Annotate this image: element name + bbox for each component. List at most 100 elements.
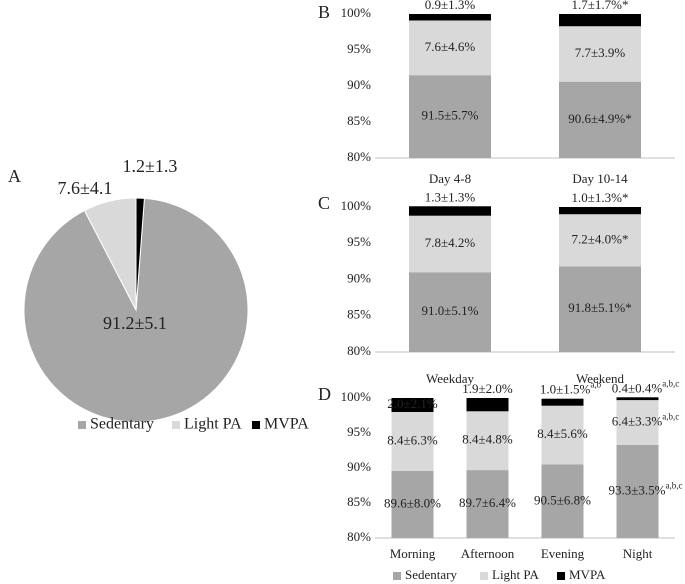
bar-segment (616, 397, 659, 401)
panel-label: C (318, 193, 330, 213)
value-label-text: 0.9±1.3% (425, 0, 476, 12)
value-label-text: 91.8±5.1%* (568, 300, 631, 315)
bar-segment (409, 14, 491, 21)
value-label-text: 7.2±4.0%* (572, 231, 629, 246)
slice-label: 91.2±5.1 (103, 313, 167, 333)
bar-segment (409, 75, 491, 158)
y-tick-label: 80% (347, 343, 371, 358)
legend-swatch (393, 572, 401, 580)
bar-segment (391, 470, 434, 538)
y-tick-label: 90% (347, 270, 371, 285)
legend-swatch (480, 572, 488, 580)
x-tick-label: Weekend (576, 371, 625, 386)
slice-label: 7.6±4.1 (58, 178, 113, 198)
y-tick-label: 95% (347, 41, 371, 56)
x-tick-label: Day 10-14 (572, 171, 628, 186)
y-tick-label: 100% (341, 198, 372, 213)
value-label: 1.0±1.5%a,b (540, 380, 602, 397)
y-tick-label: 85% (347, 307, 371, 322)
value-label: 0.9±1.3% (425, 0, 476, 12)
x-tick-label: Evening (541, 546, 585, 561)
value-label: 6.4±3.3%a,b,c (612, 412, 679, 429)
y-tick-label: 80% (347, 529, 371, 544)
value-label-text: 6.4±3.3% (612, 413, 663, 428)
value-label-superscript: a,b,c (662, 412, 679, 422)
legend-label: MVPA (264, 416, 309, 433)
value-label: 7.8±4.2% (425, 235, 476, 250)
value-label-text: 93.3±3.5% (609, 482, 666, 497)
legend-swatch (252, 421, 260, 429)
bar-segment (559, 14, 641, 27)
value-label-text: 1.9±2.0% (462, 381, 513, 396)
legend-label: MVPA (569, 567, 606, 582)
value-label-text: 8.4±4.8% (462, 432, 513, 447)
bar-segment (559, 81, 641, 158)
bar-segment (541, 464, 584, 538)
value-label-text: 89.7±6.4% (459, 495, 516, 510)
y-tick-label: 95% (347, 234, 371, 249)
pie-slice (135, 197, 145, 311)
value-label-superscript: a,b (590, 380, 601, 390)
bar-segment (559, 26, 641, 82)
bar-segment (466, 398, 509, 412)
pie-slice (23, 197, 249, 423)
legend-label: Light PA (492, 567, 539, 582)
legend-label: Light PA (184, 416, 242, 433)
y-tick-label: 85% (347, 113, 371, 128)
value-label: 1.9±2.0% (462, 381, 513, 396)
y-tick-label: 90% (347, 77, 371, 92)
x-tick-label: Afternoon (461, 546, 515, 561)
value-label-text: 89.6±8.0% (384, 495, 441, 510)
value-label-text: 1.7±1.7%* (572, 0, 629, 12)
bar-segment (541, 405, 584, 465)
value-label: 8.4±4.8% (462, 432, 513, 447)
value-label: 7.2±4.0%* (572, 231, 629, 246)
y-tick-label: 80% (347, 149, 371, 164)
x-tick-label: Morning (390, 546, 436, 561)
value-label-text: 0.4±0.4% (612, 380, 663, 395)
value-label: 89.7±6.4% (459, 495, 516, 510)
legend-swatch (78, 421, 86, 429)
panel-label: D (318, 384, 331, 404)
value-label: 91.0±5.1% (422, 303, 479, 318)
value-label: 1.7±1.7%* (572, 0, 629, 12)
value-label: 1.3±1.3% (425, 189, 476, 204)
value-label: 7.7±3.9% (575, 45, 626, 60)
value-label: 1.0±1.3%* (572, 190, 629, 205)
value-label-text: 1.3±1.3% (425, 189, 476, 204)
value-label-text: 8.4±5.6% (537, 426, 588, 441)
bar-segment (466, 411, 509, 471)
value-label-text: 91.5±5.7% (422, 108, 479, 123)
bar-segment (409, 20, 491, 76)
slice-label: 1.2±1.3 (123, 156, 178, 176)
bar-segment (559, 266, 641, 352)
panel-label: A (8, 166, 21, 186)
x-tick-label: Weekday (426, 371, 475, 386)
legend-swatch (557, 572, 565, 580)
y-tick-label: 90% (347, 459, 371, 474)
bar-segment (616, 444, 659, 538)
value-label: 91.8±5.1%* (568, 300, 631, 315)
value-label: 91.5±5.7% (422, 108, 479, 123)
x-tick-label: Day 4-8 (429, 171, 471, 186)
value-label: 7.6±4.6% (425, 39, 476, 54)
value-label: 93.3±3.5%a,b,c (609, 481, 683, 498)
bar-segment (409, 206, 491, 216)
value-label-superscript: a,b,c (665, 481, 682, 491)
value-label-text: 90.6±4.9%* (568, 111, 631, 126)
value-label-text: 8.4±6.3% (387, 432, 438, 447)
value-label-text: 91.0±5.1% (422, 303, 479, 318)
bar-segment (541, 398, 584, 406)
bar-segment (616, 400, 659, 445)
value-label-text: 90.5±6.8% (534, 492, 591, 507)
value-label: 8.4±6.3% (387, 432, 438, 447)
value-label: 90.6±4.9%* (568, 111, 631, 126)
bar-segment (559, 214, 641, 267)
value-label-text: 7.6±4.6% (425, 39, 476, 54)
value-label-text: 7.7±3.9% (575, 45, 626, 60)
bar-segment (391, 412, 434, 471)
value-label: 2.0±2.1% (387, 396, 438, 411)
value-label: 89.6±8.0% (384, 495, 441, 510)
legend-label: Sedentary (90, 416, 154, 433)
